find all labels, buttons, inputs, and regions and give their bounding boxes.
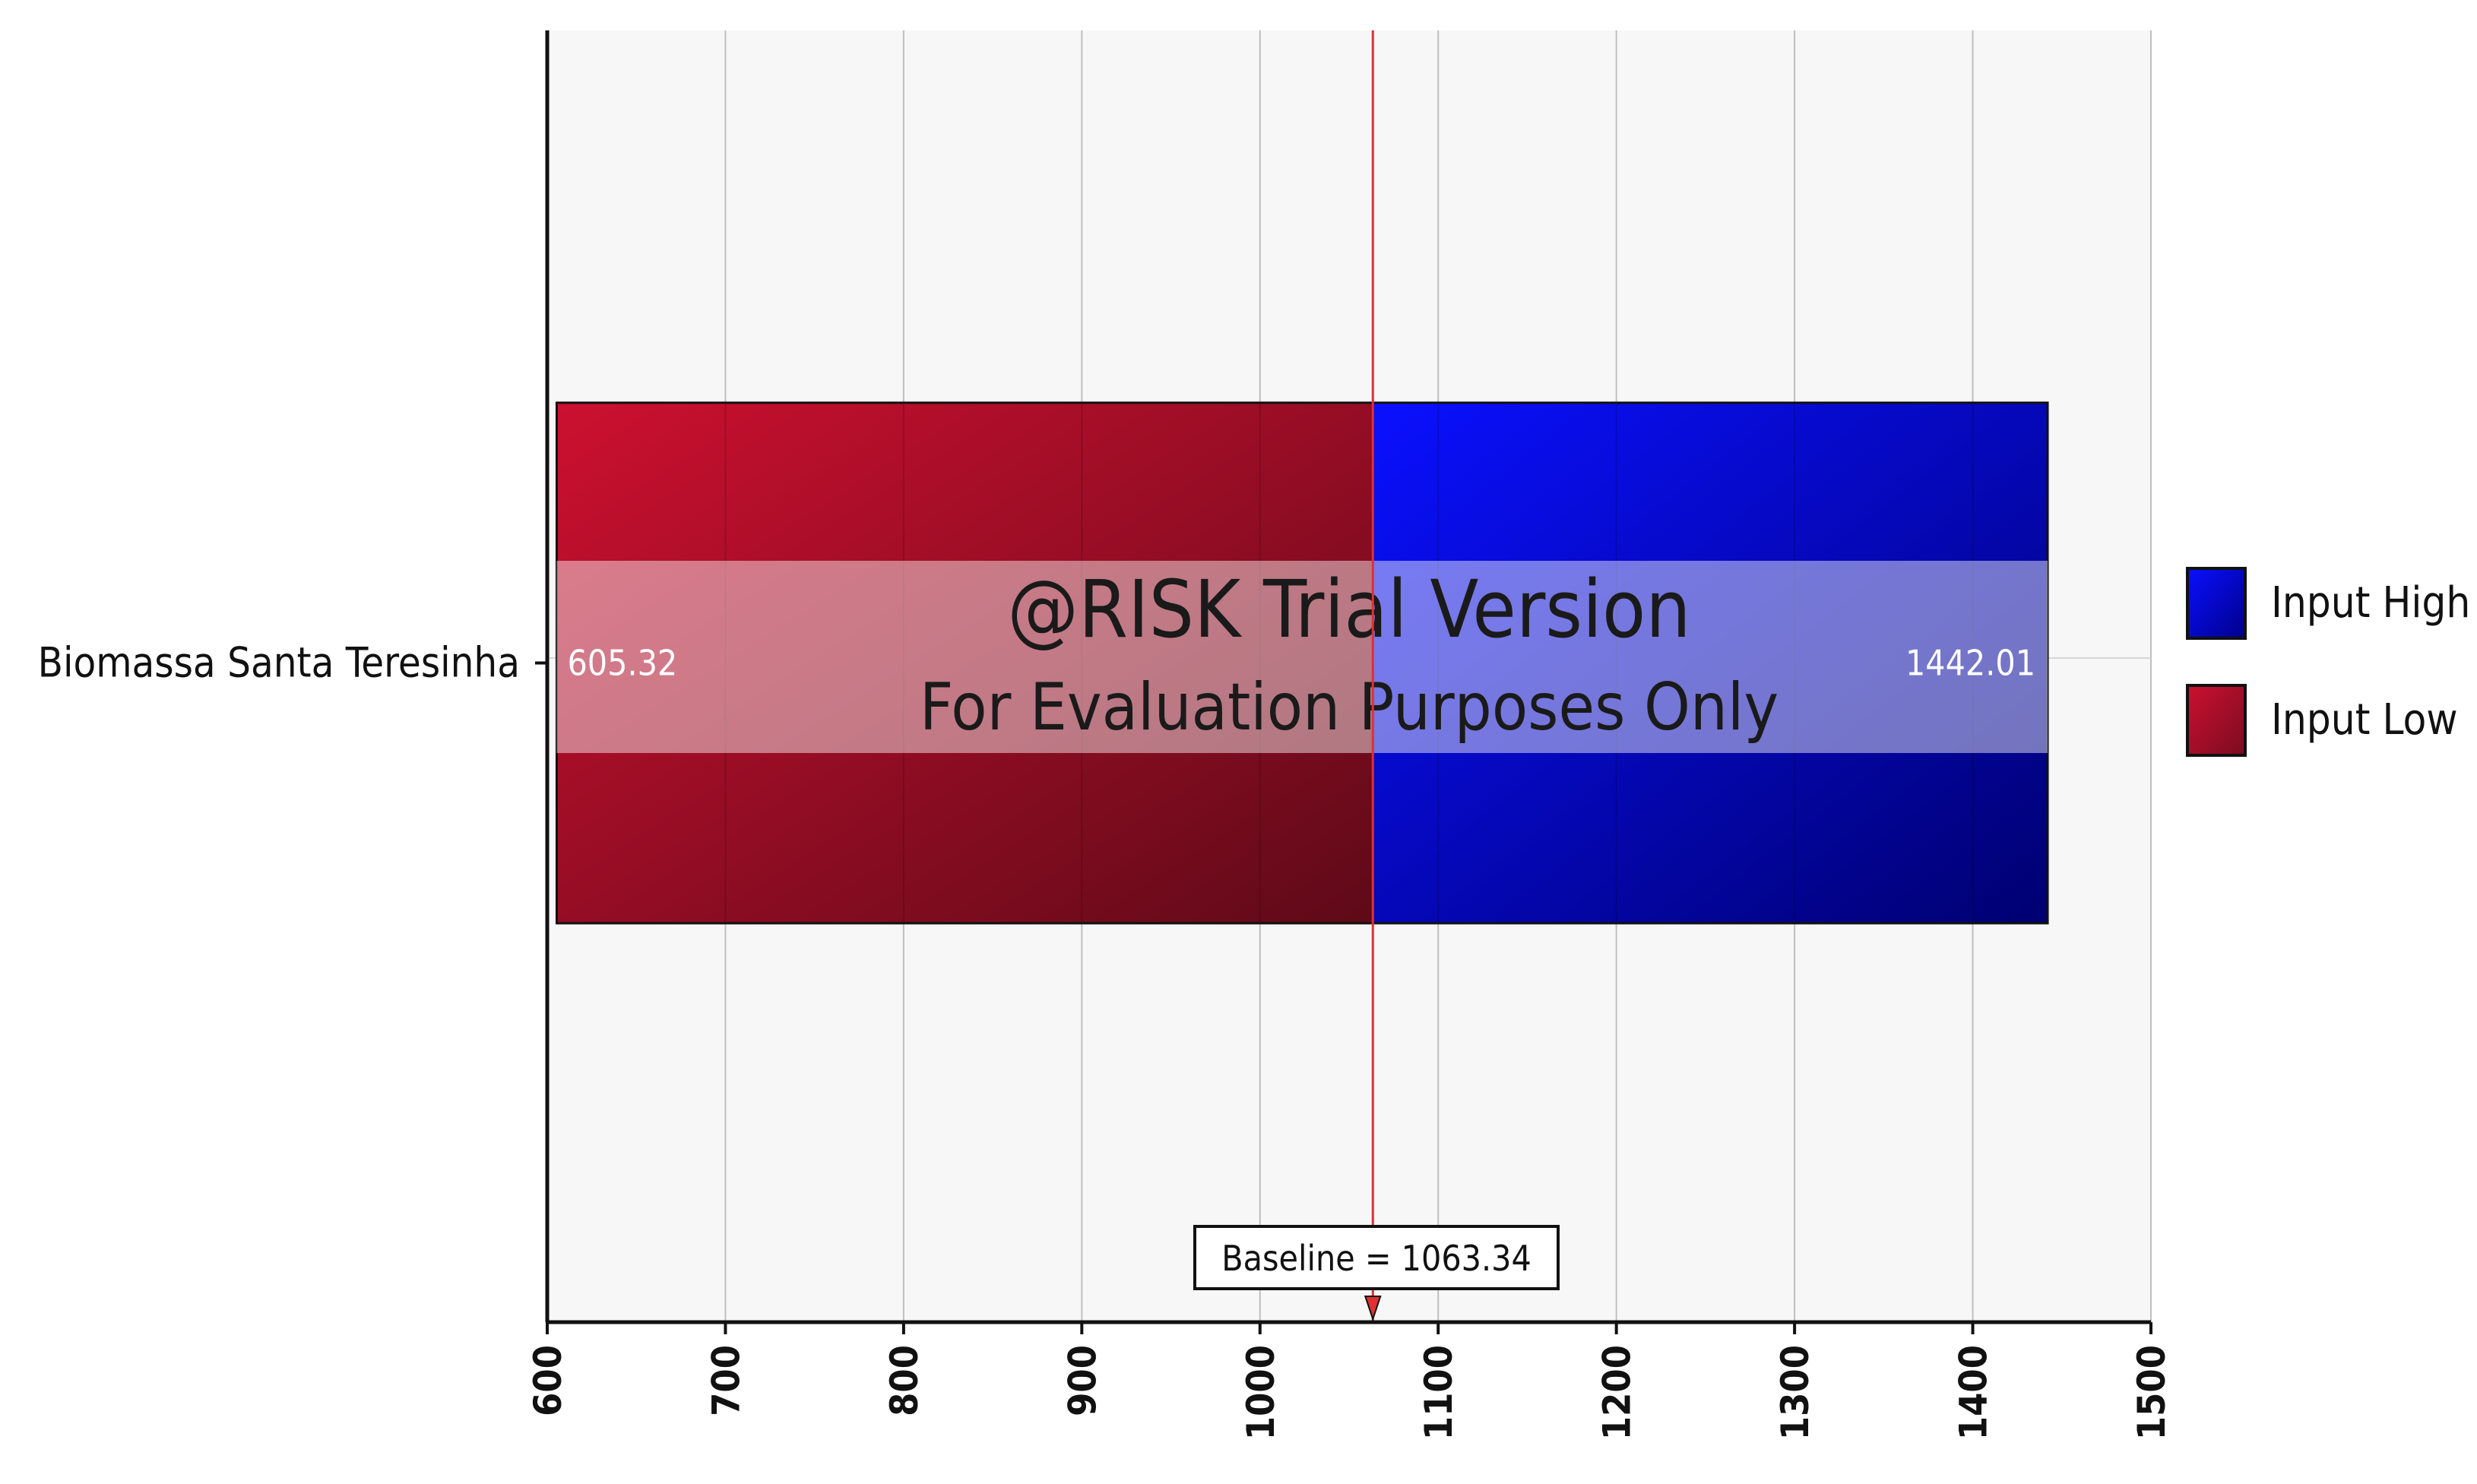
baseline-label-box: [1193, 1225, 1560, 1290]
x-tick-label: 900: [1060, 1345, 1104, 1416]
bar-value-label-high: 1442.01: [1905, 643, 2035, 684]
x-tick-label: 1400: [1952, 1345, 1996, 1440]
bar-value-label-low: 605.32: [567, 643, 677, 684]
bar-input-low: [556, 403, 1373, 923]
baseline-marker: [1364, 1296, 1382, 1322]
bar-input-high: [1373, 403, 2048, 923]
axes: 600 700 800 900 1000 1100 1200 1300 1400 1500: [526, 30, 2174, 1440]
bars: [555, 401, 2049, 925]
baseline-label: Baseline = 1063.34: [1221, 1238, 1531, 1279]
x-tick-label: 1300: [1773, 1345, 1817, 1440]
x-tick-label: 600: [526, 1345, 570, 1416]
x-tick-label: 1100: [1417, 1345, 1461, 1440]
watermark: @RISK Trial Version For Evaluation Purpo…: [556, 561, 2048, 753]
x-tick-label: 1500: [2130, 1345, 2174, 1440]
x-tick-label: 700: [704, 1345, 748, 1416]
category-label: Biomassa Santa Teresinha: [38, 639, 520, 687]
legend-label: Input Low: [2271, 695, 2458, 745]
x-tick-label: 800: [882, 1345, 926, 1416]
watermark-line-1: @RISK Trial Version: [1007, 563, 1690, 656]
legend: Input High Input Low: [2186, 567, 2470, 757]
legend-swatch: [2186, 567, 2247, 640]
labels: 605.32 1442.01 Biomassa Santa Teresinha: [38, 639, 2035, 687]
legend-swatch: [2186, 684, 2247, 757]
watermark-line-2: For Evaluation Purposes Only: [920, 669, 1779, 745]
bar-outline: [555, 401, 2049, 925]
legend-label: Input High: [2271, 578, 2470, 628]
x-tick-label: 1000: [1239, 1345, 1283, 1440]
baseline-group: Baseline = 1063.34: [1193, 30, 1560, 1322]
watermark-band: [556, 561, 2048, 753]
x-tick-label: 1200: [1595, 1345, 1639, 1440]
